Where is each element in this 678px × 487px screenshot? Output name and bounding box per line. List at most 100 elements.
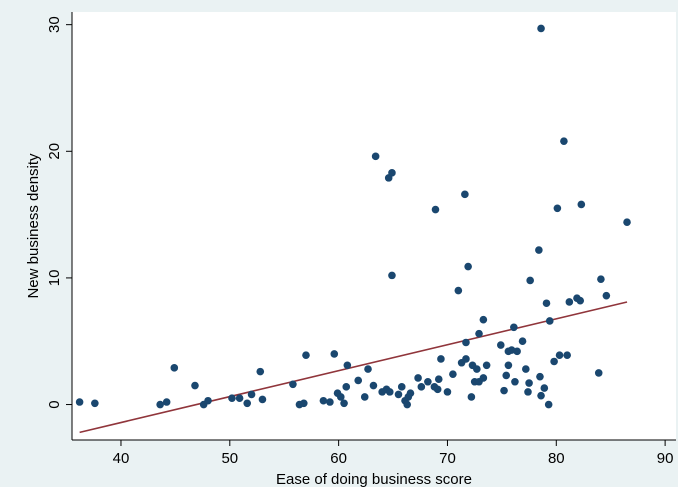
data-point <box>462 338 470 347</box>
data-point <box>454 286 463 295</box>
data-point <box>319 396 328 405</box>
data-point <box>576 296 585 305</box>
fit-line-layer <box>79 301 628 434</box>
data-point <box>364 365 372 373</box>
data-point <box>545 317 554 325</box>
data-point <box>300 399 308 408</box>
data-point <box>496 341 505 349</box>
x-tick-label: 60 <box>330 450 347 467</box>
data-point <box>414 374 422 382</box>
data-point <box>360 393 369 401</box>
data-point <box>75 398 84 406</box>
y-tick-label: 20 <box>46 143 63 160</box>
points-layer <box>75 24 631 409</box>
data-point <box>462 355 470 363</box>
y-tick-label: 30 <box>46 16 63 33</box>
data-point <box>256 367 265 376</box>
data-point <box>403 400 411 409</box>
x-tick-label: 80 <box>548 450 565 467</box>
data-point <box>511 377 519 386</box>
data-point <box>526 276 534 285</box>
data-point <box>502 371 511 380</box>
data-point <box>191 381 199 390</box>
data-point <box>540 384 549 392</box>
data-point <box>537 24 545 33</box>
data-point <box>388 169 396 177</box>
data-point <box>461 190 469 199</box>
data-point <box>536 372 544 381</box>
data-point <box>302 351 310 359</box>
data-point <box>337 393 345 401</box>
data-point <box>443 388 452 396</box>
data-point <box>433 385 442 394</box>
data-point <box>437 355 445 363</box>
data-point <box>482 361 491 370</box>
data-point <box>553 204 562 213</box>
data-point <box>565 298 574 306</box>
data-point <box>431 205 440 214</box>
data-point <box>563 351 571 359</box>
data-point <box>550 357 558 366</box>
data-point <box>156 400 164 409</box>
data-point <box>204 396 212 405</box>
data-point <box>258 395 267 404</box>
data-point <box>473 365 481 373</box>
data-point <box>243 399 252 408</box>
data-point <box>397 383 406 391</box>
data-point <box>525 379 533 387</box>
data-point <box>577 200 586 209</box>
data-point <box>449 370 457 378</box>
data-point <box>479 374 488 382</box>
data-point <box>537 391 545 400</box>
data-point <box>170 364 179 372</box>
data-point <box>388 271 396 280</box>
data-point <box>354 376 363 385</box>
data-point <box>235 394 244 403</box>
data-point <box>467 393 476 401</box>
data-point <box>560 137 568 145</box>
data-point <box>602 291 611 300</box>
plot-area <box>72 12 676 440</box>
data-point <box>500 386 508 395</box>
data-point <box>424 377 432 386</box>
x-tick-label: 40 <box>113 450 130 467</box>
data-point <box>330 350 339 358</box>
data-point <box>522 365 530 373</box>
data-point <box>326 398 334 406</box>
data-point <box>417 383 426 391</box>
data-point <box>479 315 488 324</box>
x-tick-label: 50 <box>221 450 238 467</box>
x-tick-label: 70 <box>439 450 456 467</box>
y-axis-title: New business density <box>25 153 42 299</box>
data-point <box>162 398 171 406</box>
data-point <box>228 394 236 403</box>
y-tick-label: 10 <box>46 270 63 287</box>
data-point <box>369 381 378 390</box>
data-point <box>343 361 352 370</box>
data-point <box>289 380 297 389</box>
y-tick-label: 0 <box>46 400 63 408</box>
data-point <box>385 388 394 396</box>
data-point <box>597 275 605 283</box>
axes-layer: 40 50 60 70 80 90 0 10 20 30 <box>46 12 676 467</box>
data-point <box>594 369 603 377</box>
data-point <box>510 323 518 332</box>
data-point <box>504 361 513 370</box>
data-point <box>518 337 527 346</box>
data-point <box>434 375 443 384</box>
data-point <box>464 262 472 271</box>
data-point <box>247 390 256 399</box>
data-point <box>542 299 551 308</box>
data-point <box>394 390 403 399</box>
data-point <box>623 218 631 227</box>
data-point <box>406 389 415 397</box>
x-tick-label: 90 <box>657 450 674 467</box>
data-point <box>371 152 380 161</box>
data-point <box>544 400 553 409</box>
data-point <box>342 383 351 391</box>
data-point <box>535 246 543 254</box>
data-point <box>524 388 532 396</box>
data-point <box>91 399 99 408</box>
data-point <box>555 351 564 359</box>
